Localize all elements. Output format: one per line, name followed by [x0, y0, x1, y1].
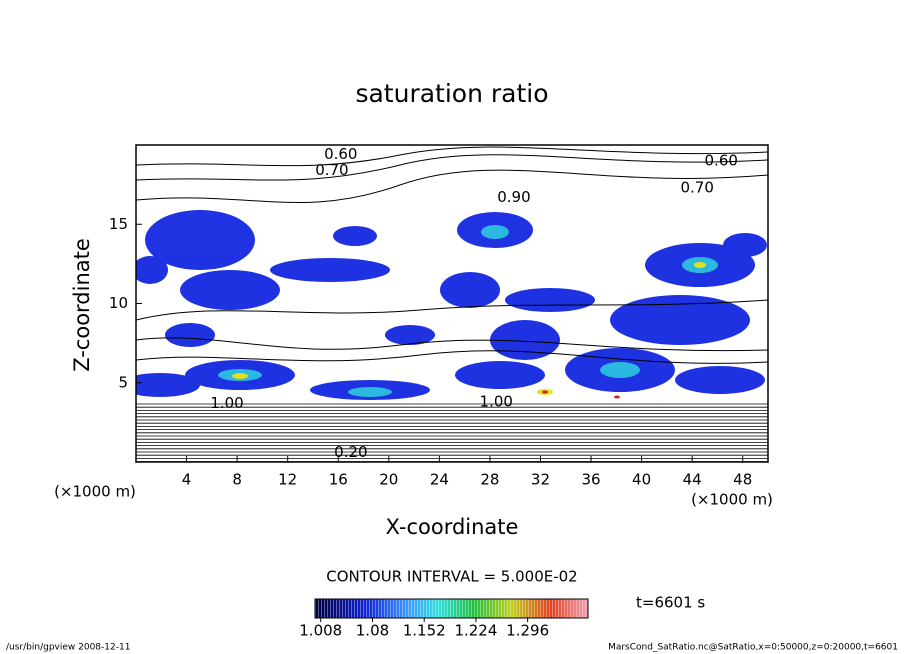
- x-tick-label: 28: [480, 471, 499, 489]
- colorbar-tick-label: 1.224: [454, 622, 497, 640]
- contour-field: [136, 146, 768, 462]
- contour-line: [136, 431, 768, 434]
- y-tick-label: 5: [118, 373, 128, 391]
- contour-line: [136, 415, 768, 418]
- x-tick-label: 36: [581, 471, 600, 489]
- contour-line: [136, 412, 768, 415]
- y-tick-label: 15: [109, 215, 128, 233]
- contour-label: 1.00: [480, 392, 513, 410]
- contour-line: [136, 454, 768, 457]
- contour-line: [136, 441, 768, 444]
- x-unit-label: (×1000 m): [691, 491, 773, 509]
- contour-line: [136, 403, 768, 405]
- x-tick-label: 32: [531, 471, 550, 489]
- contour-line: [136, 422, 768, 425]
- contour-label: 0.60: [705, 151, 738, 169]
- colorbar-tick-label: 1.08: [356, 622, 389, 640]
- contour-line: [136, 444, 768, 447]
- contour-line: [136, 419, 768, 421]
- colorbar-frame: [314, 598, 589, 619]
- colorbar-tick-label: 1.296: [506, 622, 549, 640]
- contour-line: [136, 406, 768, 409]
- footer-right: MarsCond_SatRatio.nc@SatRatio,x=0:50000,…: [608, 643, 898, 653]
- contour-line: [136, 457, 768, 460]
- colorbar-tick-label: 1.008: [299, 622, 342, 640]
- contour-label: 0.20: [334, 443, 367, 461]
- x-tick-label: 24: [430, 471, 449, 489]
- contour-line: [136, 438, 768, 441]
- colorbar-tick-label: 1.152: [403, 622, 446, 640]
- time-label: t=6601 s: [636, 594, 705, 612]
- x-tick-label: 4: [182, 471, 192, 489]
- x-tick-label: 20: [379, 471, 398, 489]
- contour-label: 1.00: [210, 394, 243, 412]
- contour-line: [136, 409, 768, 412]
- contour-line: [136, 435, 768, 437]
- contour-interval: CONTOUR INTERVAL = 5.000E-02: [326, 568, 577, 586]
- y-tick-label: 10: [109, 294, 128, 312]
- x-unit-label: (×1000 m): [54, 483, 136, 501]
- contour-line: [136, 451, 768, 453]
- y-axis-label: Z-coordinate: [70, 238, 94, 372]
- x-tick-label: 12: [278, 471, 297, 489]
- contour-label: 0.70: [681, 178, 714, 196]
- footer-left: /usr/bin/gpview 2008-12-11: [6, 643, 130, 653]
- contour-label: 0.70: [315, 161, 348, 179]
- contour-label: 0.90: [497, 188, 530, 206]
- contour-label: 0.60: [324, 145, 357, 163]
- x-tick-label: 44: [683, 471, 702, 489]
- contour-line: [136, 428, 768, 431]
- x-tick-label: 40: [632, 471, 651, 489]
- x-tick-label: 16: [329, 471, 348, 489]
- contour-line: [136, 425, 768, 428]
- chart-title: saturation ratio: [355, 79, 548, 108]
- x-tick-label: 48: [733, 471, 752, 489]
- contour-line: [136, 447, 768, 450]
- x-tick-label: 8: [232, 471, 242, 489]
- x-axis-label: X-coordinate: [386, 515, 519, 539]
